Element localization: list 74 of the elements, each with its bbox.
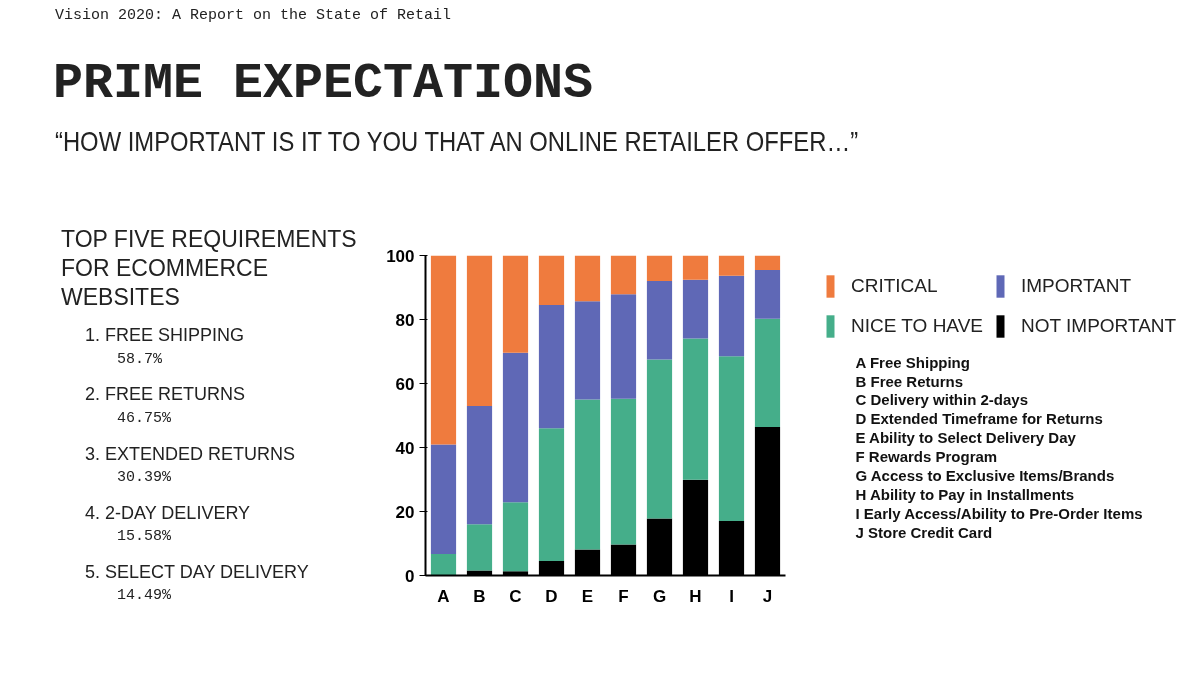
legend-label: IMPORTANT [1020,275,1133,297]
text: 5. SELECT DAY DELIVERY [85,560,310,584]
x-tick-label: F [618,586,629,606]
x-tick-label: I [729,586,734,606]
y-tick-label: 0 [405,566,415,586]
bar [430,255,457,445]
x-tick-label: B [473,586,486,606]
y-tick-label: 60 [395,374,415,394]
x-tick-label: G [652,586,667,606]
text: 2. FREE RETURNS [85,383,247,407]
text: 14.49% [117,586,172,607]
text: G Access to Exclusive Items/Brands [855,466,1115,484]
chart-subtitle: “HOW IMPORTANT IS IT TO YOU THAT AN ONLINE RETAILER OFFER…” [55,124,859,159]
bar [682,279,709,339]
x-tick-label: E [581,586,594,606]
bar [538,428,565,562]
bar [646,255,673,282]
bar [502,502,529,572]
x-tick-label: D [545,586,558,606]
text: A Free Shipping [855,353,970,371]
bar [646,359,673,519]
bar [574,399,601,550]
bar [718,356,745,522]
bar [754,318,781,428]
bar [610,294,637,399]
text: C Delivery within 2-days [855,391,1029,409]
text: 15.58% [117,527,172,548]
x-tick-label: A [437,586,450,606]
bar [538,255,565,306]
bar [610,255,637,295]
text: Vision 2020: A Report on the State of Retail [55,6,453,26]
legend-label: NOT IMPORTANT [1020,315,1177,337]
legend-label: CRITICAL [851,275,939,297]
text: J Store Credit Card [855,523,993,541]
text: 46.75% [117,409,172,430]
bar [754,269,781,319]
text: 30.39% [117,468,172,489]
text: D Extended Timeframe for Returns [855,410,1103,428]
x-tick-label: J [762,586,773,606]
bar [682,338,709,480]
bar [430,444,457,555]
text: E Ability to Select Delivery Day [855,429,1077,447]
text: H Ability to Pay in Installments [855,485,1075,503]
bar [718,275,745,357]
text: 3. EXTENDED RETURNS [85,442,297,466]
y-tick-label: 80 [395,310,415,330]
text: TOP FIVE REQUIREMENTS FOR ECOMMERCE WEBSITES [61,225,358,312]
bar [646,281,673,360]
text: B Free Returns [855,372,964,390]
bar [466,405,493,525]
bar [574,301,601,400]
text: 1. FREE SHIPPING [85,324,246,348]
bar [430,554,457,576]
bar [502,255,529,353]
x-tick-label: C [509,586,522,606]
bar [502,352,529,503]
bar [466,255,493,406]
bar [682,255,709,280]
bar [718,255,745,276]
y-tick-label: 20 [395,502,415,522]
bar [538,305,565,429]
bar [466,524,493,571]
legend-label: NICE TO HAVE [851,315,983,337]
y-tick-label: 40 [395,438,415,458]
y-tick-label: 100 [386,246,415,266]
x-tick-label: H [689,586,702,606]
text: I Early Access/Ability to Pre-Order Items [855,504,1143,522]
text: 58.7% [117,349,163,370]
bar [610,398,637,545]
text: 4. 2-DAY DELIVERY [85,501,252,525]
bar [574,255,601,302]
chart-title: PRIME EXPECTATIONS [53,54,595,115]
text: F Rewards Program [855,448,998,466]
bar [754,255,781,270]
